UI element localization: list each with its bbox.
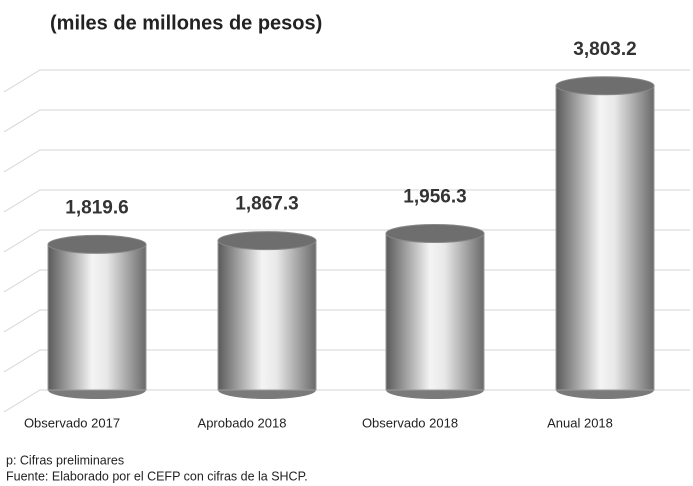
x-tick-label: Anual 2018 bbox=[547, 415, 613, 430]
bar bbox=[385, 232, 485, 391]
bar-top bbox=[47, 234, 147, 254]
chart-title: (miles de millones de pesos) bbox=[50, 12, 322, 34]
bar bbox=[555, 85, 655, 391]
value-label: 1,867.3 bbox=[235, 194, 298, 215]
value-label: 3,803.2 bbox=[573, 39, 636, 60]
grid-line bbox=[3, 189, 690, 213]
note: Fuente: Elaborado por el CEFP con cifras… bbox=[6, 469, 308, 483]
value-label: 1,956.3 bbox=[403, 187, 466, 208]
x-tick-label: Observado 2017 bbox=[24, 415, 120, 430]
bar bbox=[47, 243, 147, 391]
value-label: 1,819.6 bbox=[65, 197, 128, 218]
bar-top bbox=[385, 223, 485, 243]
note: p: Cifras preliminares bbox=[6, 453, 124, 467]
x-tick-label: Observado 2018 bbox=[362, 415, 458, 430]
grid-line bbox=[3, 109, 690, 133]
grid-line bbox=[3, 69, 690, 93]
bar-top bbox=[555, 76, 655, 96]
x-tick-label: Aprobado 2018 bbox=[198, 415, 287, 430]
bar-top bbox=[217, 231, 317, 251]
grid-line bbox=[3, 149, 690, 173]
bar bbox=[217, 240, 317, 391]
